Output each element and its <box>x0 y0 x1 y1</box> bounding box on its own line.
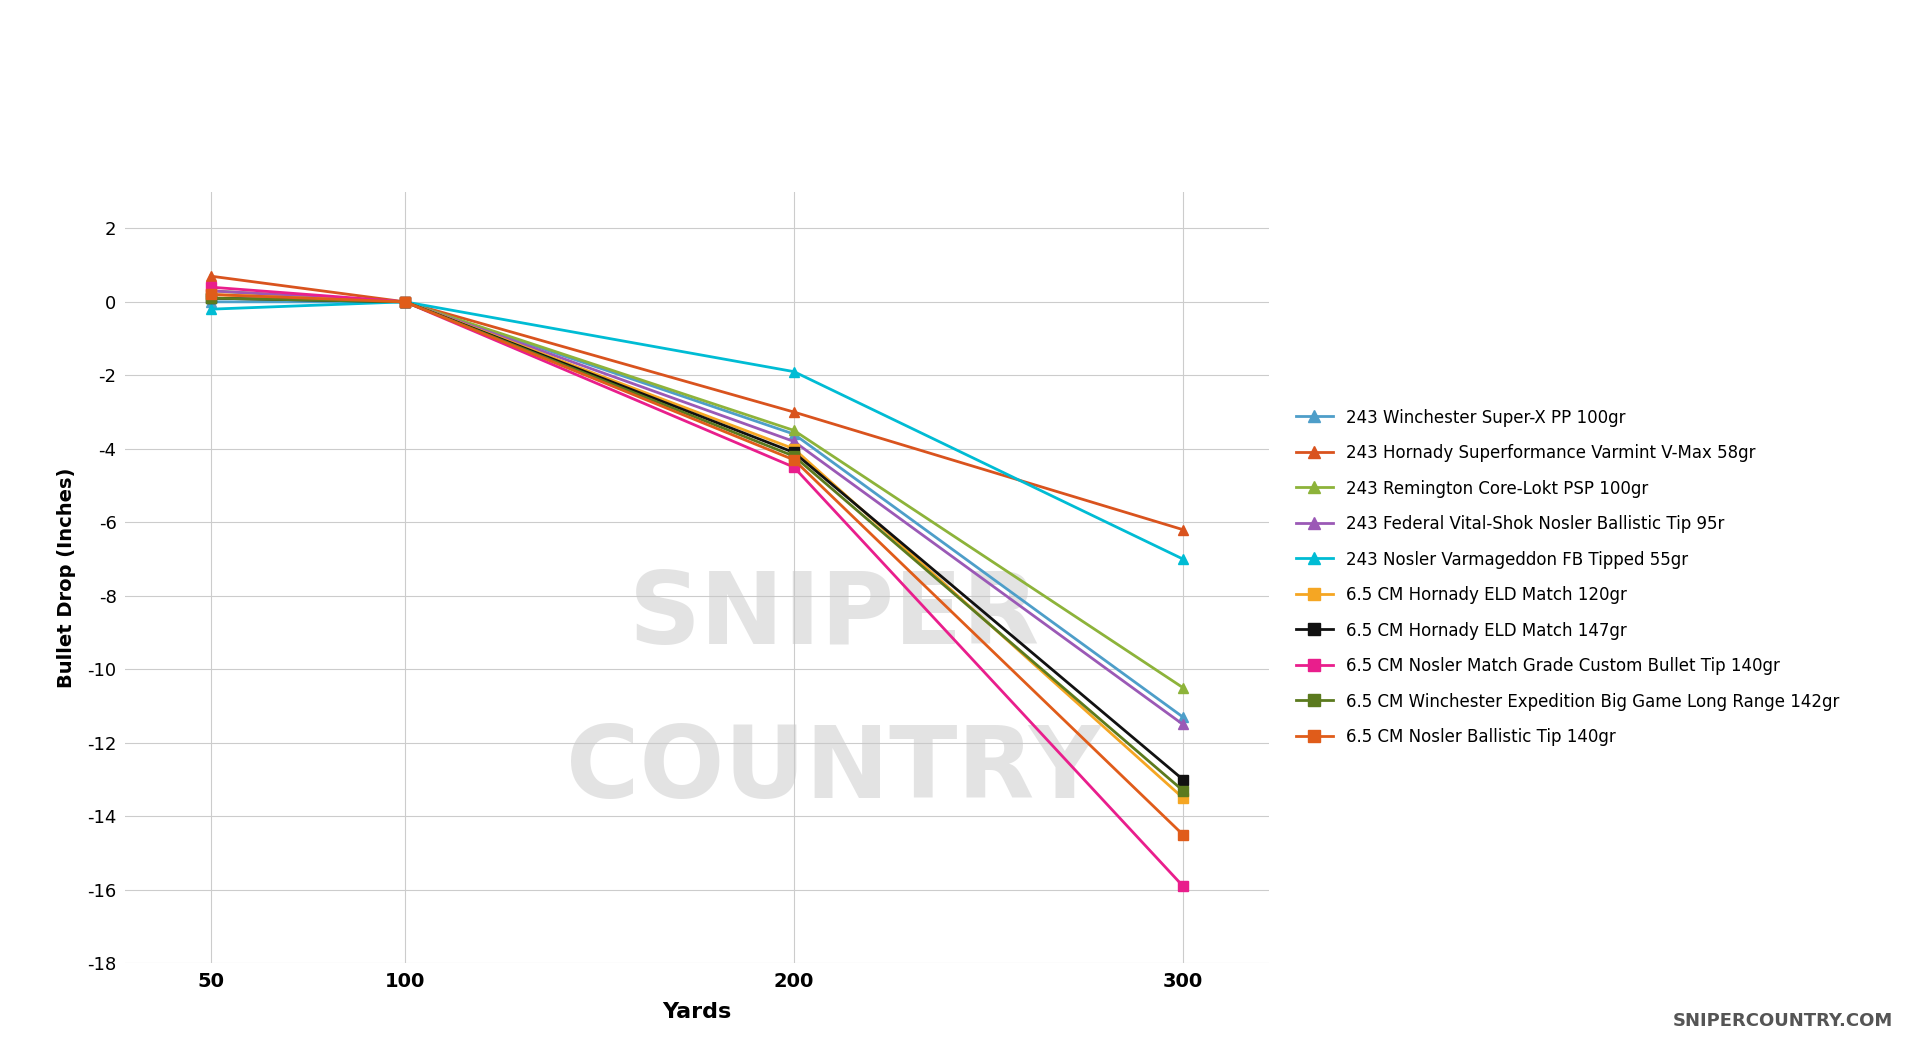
243 Nosler Varmageddon FB Tipped 55gr <box>394 295 417 308</box>
243 Winchester Super-X PP 100gr <box>394 295 417 308</box>
243 Federal Vital-Shok Nosler Ballistic Tip 95r <box>782 436 805 448</box>
Line: 243 Federal Vital-Shok Nosler Ballistic Tip 95r: 243 Federal Vital-Shok Nosler Ballistic … <box>206 286 1188 730</box>
6.5 CM Hornady ELD Match 147gr <box>782 446 805 459</box>
6.5 CM Hornady ELD Match 120gr <box>1170 792 1194 804</box>
243 Remington Core-Lokt PSP 100gr <box>782 424 805 437</box>
6.5 CM Winchester Expedition Big Game Long Range 142gr <box>1170 784 1194 797</box>
6.5 CM Nosler Ballistic Tip 140gr <box>782 453 805 466</box>
243 Federal Vital-Shok Nosler Ballistic Tip 95r <box>1170 718 1194 731</box>
243 Winchester Super-X PP 100gr <box>200 295 223 308</box>
243 Winchester Super-X PP 100gr <box>1170 711 1194 723</box>
6.5 CM Nosler Match Grade Custom Bullet Tip 140gr <box>782 461 805 473</box>
Text: SNIPER: SNIPER <box>628 567 1040 665</box>
Legend: 243 Winchester Super-X PP 100gr, 243 Hornady Superformance Varmint V-Max 58gr, 2: 243 Winchester Super-X PP 100gr, 243 Hor… <box>1295 408 1839 747</box>
X-axis label: Yards: Yards <box>661 1002 732 1022</box>
243 Hornady Superformance Varmint V-Max 58gr <box>1170 524 1194 536</box>
6.5 CM Nosler Ballistic Tip 140gr <box>394 295 417 308</box>
243 Winchester Super-X PP 100gr <box>782 428 805 441</box>
243 Remington Core-Lokt PSP 100gr <box>1170 682 1194 694</box>
Line: 6.5 CM Hornady ELD Match 120gr: 6.5 CM Hornady ELD Match 120gr <box>206 290 1188 803</box>
Line: 6.5 CM Hornady ELD Match 147gr: 6.5 CM Hornady ELD Match 147gr <box>206 293 1188 784</box>
6.5 CM Hornady ELD Match 147gr <box>394 295 417 308</box>
6.5 CM Winchester Expedition Big Game Long Range 142gr <box>394 295 417 308</box>
243 Remington Core-Lokt PSP 100gr <box>394 295 417 308</box>
243 Federal Vital-Shok Nosler Ballistic Tip 95r <box>200 285 223 297</box>
243 Nosler Varmageddon FB Tipped 55gr <box>782 365 805 378</box>
Line: 6.5 CM Nosler Ballistic Tip 140gr: 6.5 CM Nosler Ballistic Tip 140gr <box>206 290 1188 840</box>
Text: COUNTRY: COUNTRY <box>567 721 1101 819</box>
6.5 CM Nosler Match Grade Custom Bullet Tip 140gr <box>200 281 223 293</box>
Line: 243 Remington Core-Lokt PSP 100gr: 243 Remington Core-Lokt PSP 100gr <box>206 286 1188 692</box>
Line: 243 Hornady Superformance Varmint V-Max 58gr: 243 Hornady Superformance Varmint V-Max … <box>206 271 1188 535</box>
Line: 243 Winchester Super-X PP 100gr: 243 Winchester Super-X PP 100gr <box>206 297 1188 722</box>
6.5 CM Nosler Match Grade Custom Bullet Tip 140gr <box>1170 879 1194 892</box>
6.5 CM Winchester Expedition Big Game Long Range 142gr <box>782 450 805 463</box>
6.5 CM Winchester Expedition Big Game Long Range 142gr <box>200 292 223 305</box>
243 Federal Vital-Shok Nosler Ballistic Tip 95r <box>394 295 417 308</box>
6.5 CM Nosler Ballistic Tip 140gr <box>200 288 223 300</box>
6.5 CM Nosler Match Grade Custom Bullet Tip 140gr <box>394 295 417 308</box>
6.5 CM Nosler Ballistic Tip 140gr <box>1170 828 1194 841</box>
243 Hornady Superformance Varmint V-Max 58gr <box>782 406 805 419</box>
Text: SHORT RANGE TRAJECTORY: SHORT RANGE TRAJECTORY <box>192 27 1730 125</box>
6.5 CM Hornady ELD Match 120gr <box>394 295 417 308</box>
Y-axis label: Bullet Drop (Inches): Bullet Drop (Inches) <box>58 467 77 688</box>
243 Hornady Superformance Varmint V-Max 58gr <box>200 270 223 283</box>
243 Nosler Varmageddon FB Tipped 55gr <box>1170 553 1194 565</box>
Line: 6.5 CM Nosler Match Grade Custom Bullet Tip 140gr: 6.5 CM Nosler Match Grade Custom Bullet … <box>206 283 1188 891</box>
243 Nosler Varmageddon FB Tipped 55gr <box>200 303 223 315</box>
243 Remington Core-Lokt PSP 100gr <box>200 285 223 297</box>
6.5 CM Hornady ELD Match 147gr <box>200 292 223 305</box>
243 Hornady Superformance Varmint V-Max 58gr <box>394 295 417 308</box>
6.5 CM Hornady ELD Match 120gr <box>782 443 805 455</box>
Line: 6.5 CM Winchester Expedition Big Game Long Range 142gr: 6.5 CM Winchester Expedition Big Game Lo… <box>206 293 1188 796</box>
6.5 CM Hornady ELD Match 120gr <box>200 288 223 300</box>
Line: 243 Nosler Varmageddon FB Tipped 55gr: 243 Nosler Varmageddon FB Tipped 55gr <box>206 297 1188 564</box>
6.5 CM Hornady ELD Match 147gr <box>1170 774 1194 786</box>
Text: SNIPERCOUNTRY.COM: SNIPERCOUNTRY.COM <box>1672 1011 1893 1030</box>
